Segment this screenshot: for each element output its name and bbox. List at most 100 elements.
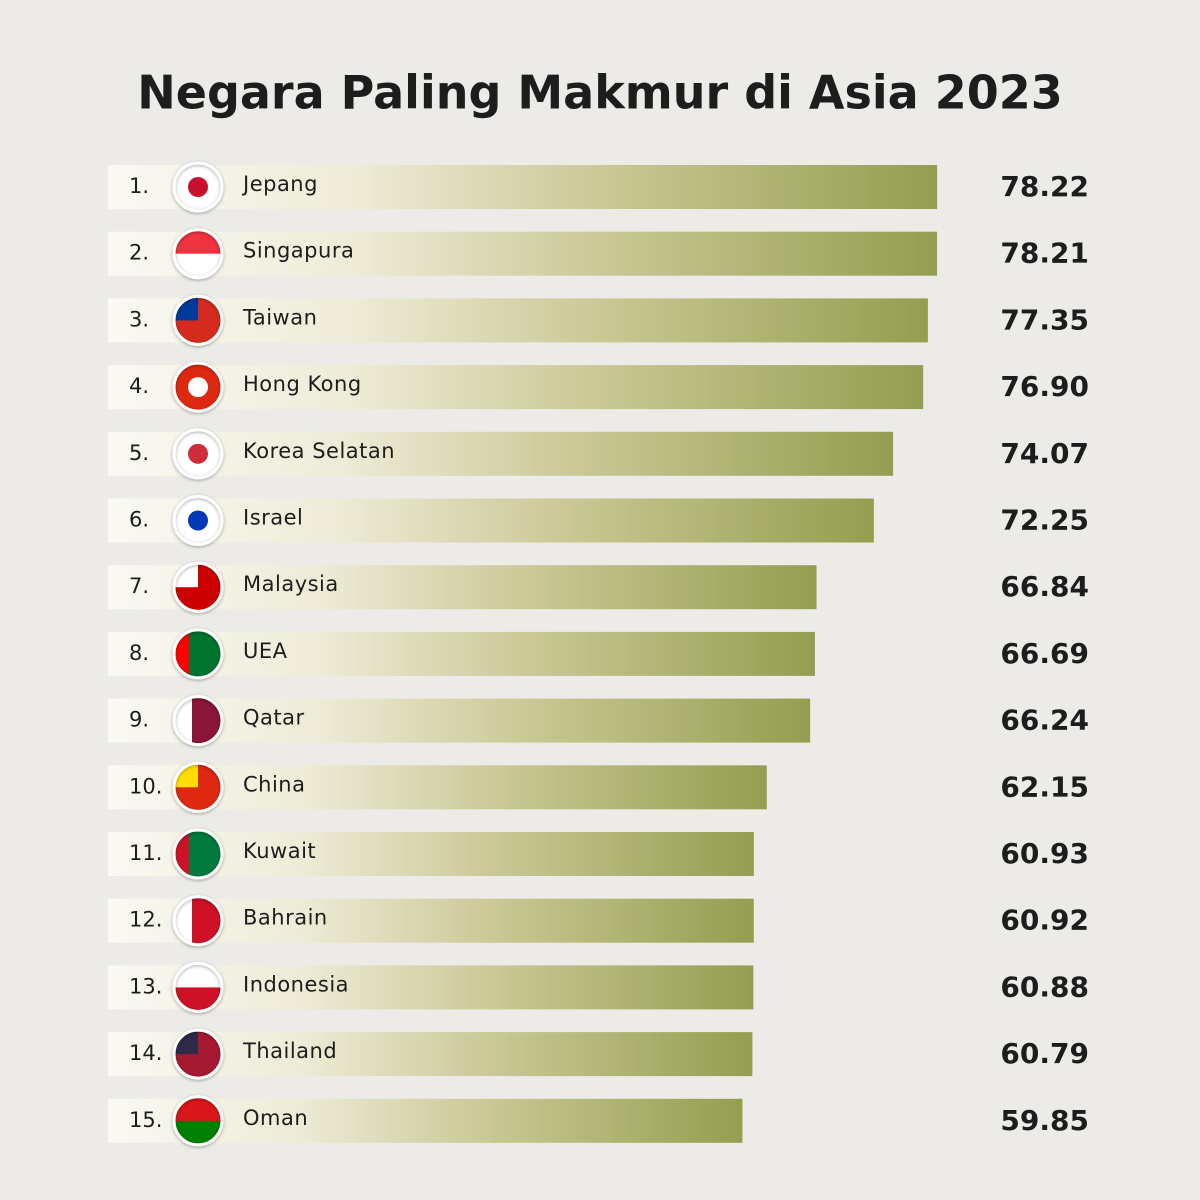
rank: 8. xyxy=(129,641,149,665)
flag-dot xyxy=(188,377,208,398)
category-label: Taiwan xyxy=(242,305,317,329)
value-label: 78.21 xyxy=(1000,237,1089,270)
category-label: Oman xyxy=(243,1106,308,1130)
flag-stripe xyxy=(175,1058,221,1064)
flag-rim xyxy=(172,628,224,680)
flag-rim xyxy=(172,961,224,1013)
flag-icon xyxy=(172,961,224,1013)
flag-icon xyxy=(172,1028,224,1080)
flag-rim xyxy=(172,228,224,280)
bar xyxy=(108,631,815,676)
flag-icon xyxy=(172,294,224,346)
value-label: 60.92 xyxy=(1000,904,1089,937)
rank: 5. xyxy=(129,441,149,465)
category-label: China xyxy=(243,772,306,796)
bar xyxy=(108,431,894,476)
flag-icon xyxy=(172,428,224,480)
category-label: Korea Selatan xyxy=(243,439,395,463)
flag-icon xyxy=(172,561,224,613)
rank: 11. xyxy=(129,841,162,865)
bar xyxy=(108,565,817,610)
value-label: 77.35 xyxy=(1000,303,1089,336)
flag-design xyxy=(175,253,221,277)
bar xyxy=(108,165,938,209)
flag-rim xyxy=(172,561,224,613)
flag-icon xyxy=(172,761,224,813)
value-label: 60.88 xyxy=(1000,970,1089,1003)
value-label: 66.24 xyxy=(1000,704,1089,737)
value-label: 74.07 xyxy=(1000,437,1089,470)
bar xyxy=(108,498,874,543)
rank: 13. xyxy=(129,974,162,998)
flag-design xyxy=(188,443,208,464)
value-label: 62.15 xyxy=(1000,770,1089,803)
value-label: 76.90 xyxy=(1000,370,1089,403)
flag-design xyxy=(175,1120,221,1144)
flag-rim xyxy=(172,695,224,747)
flag-stripe xyxy=(175,591,221,597)
flag-stripe xyxy=(175,1067,221,1073)
flag-icon xyxy=(172,1095,224,1147)
category-label: Kuwait xyxy=(243,839,316,863)
category-label: Israel xyxy=(243,506,303,530)
flag-rim xyxy=(172,161,224,213)
rank: 2. xyxy=(129,241,149,265)
rank: 3. xyxy=(129,307,149,331)
flag-rim xyxy=(172,361,224,413)
rank: 15. xyxy=(129,1108,162,1132)
value-label: 66.84 xyxy=(1000,570,1089,603)
flag-dot xyxy=(188,177,208,197)
rank: 1. xyxy=(129,174,149,198)
flag-rim xyxy=(172,495,224,546)
flag-icon xyxy=(172,628,224,680)
category-label: Jepang xyxy=(241,172,318,196)
flag-half xyxy=(175,987,221,1011)
rank: 7. xyxy=(129,574,149,598)
rank: 10. xyxy=(129,774,162,798)
category-label: Thailand xyxy=(242,1039,337,1063)
category-label: Hong Kong xyxy=(243,372,362,396)
flag-rim xyxy=(172,1095,224,1147)
chart-title: Negara Paling Makmur di Asia 2023 xyxy=(137,66,1062,120)
category-label: Indonesia xyxy=(243,972,349,996)
flag-rim xyxy=(172,895,224,947)
category-label: Singapura xyxy=(243,239,354,263)
category-label: UEA xyxy=(243,639,288,663)
flag-icon xyxy=(172,695,224,747)
flag-rim xyxy=(172,294,224,346)
bar xyxy=(108,698,811,743)
flag-icon xyxy=(172,228,224,280)
flag-half xyxy=(175,253,221,277)
value-label: 60.79 xyxy=(1000,1037,1089,1070)
flag-dot xyxy=(188,510,208,531)
value-label: 59.85 xyxy=(1000,1104,1089,1137)
flag-design xyxy=(188,377,208,398)
value-label: 78.22 xyxy=(1000,170,1089,203)
flag-design xyxy=(175,987,221,1011)
flag-stripe xyxy=(175,601,221,606)
category-label: Malaysia xyxy=(243,572,339,596)
rank: 12. xyxy=(129,908,162,932)
flag-rim xyxy=(172,428,224,480)
flag-rim xyxy=(172,1028,224,1080)
rank: 6. xyxy=(129,508,149,532)
flag-rim xyxy=(172,828,224,880)
value-label: 72.25 xyxy=(1000,504,1089,537)
flag-icon xyxy=(172,495,224,546)
flag-icon xyxy=(172,161,224,213)
flag-icon xyxy=(172,895,224,947)
bar xyxy=(108,298,928,343)
flag-dot xyxy=(188,443,208,464)
rank: 14. xyxy=(129,1041,162,1065)
value-label: 60.93 xyxy=(1000,837,1089,870)
flag-design xyxy=(175,564,221,606)
flag-icon xyxy=(172,828,224,880)
bar xyxy=(108,231,938,276)
flag-design xyxy=(188,510,208,531)
value-label: 66.69 xyxy=(1000,637,1089,670)
flag-icon xyxy=(172,361,224,413)
category-label: Qatar xyxy=(243,706,305,730)
category-label: Bahrain xyxy=(243,906,328,930)
flag-half xyxy=(175,1120,221,1144)
